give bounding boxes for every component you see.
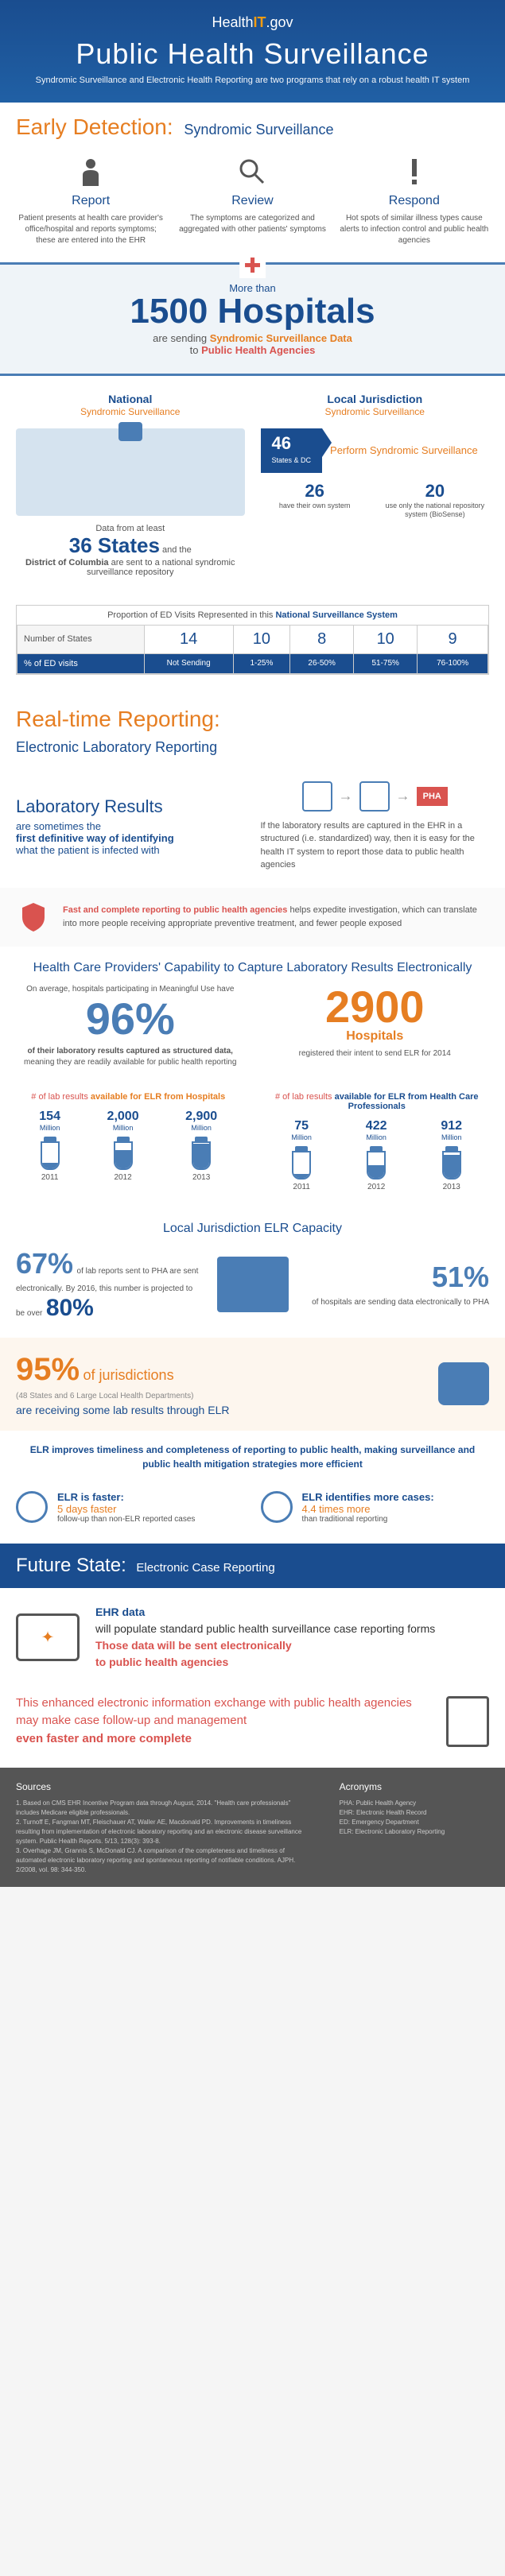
vial-item: 2,000Million2012 (107, 1110, 139, 1182)
future-ehr-row: EHR datawill populate standard public he… (0, 1588, 505, 1687)
document-icon (359, 781, 390, 812)
vial-item: 422Million2012 (366, 1119, 387, 1191)
page-title: Public Health Surveillance (12, 37, 493, 71)
page-subtitle: Syndromic Surveillance and Electronic He… (12, 76, 493, 85)
tablet-icon (16, 1613, 80, 1661)
elr-comparison: ELR is faster:5 days fasterfollow-up tha… (0, 1483, 505, 1544)
clipboard-icon (446, 1696, 489, 1747)
elr-improve-text: ELR improves timeliness and completeness… (0, 1431, 505, 1483)
realtime-title: Real-time Reporting:Electronic Laborator… (0, 695, 505, 765)
vial-item: 154Million2011 (39, 1110, 60, 1182)
ed-visits-table: Proportion of ED Visits Represented in t… (16, 605, 489, 675)
jurisdictions-stat: 95% of jurisdictions (48 States and 6 La… (0, 1338, 505, 1431)
surveillance-split: NationalSyndromic Surveillance Data from… (0, 376, 505, 593)
pha-tag: PHA (417, 787, 448, 807)
early-steps: Report Patient presents at health care p… (0, 148, 505, 262)
magnifier-plus-icon (261, 1491, 293, 1523)
step-respond: Respond Hot spots of similar illness typ… (340, 156, 489, 246)
capability-title: Health Care Providers' Capability to Cap… (0, 947, 505, 985)
stopwatch-icon (16, 1491, 48, 1523)
microscope-icon (302, 781, 332, 812)
lj-capacity-stats: 67% of lab reports sent to PHA are sent … (0, 1247, 505, 1338)
hospital-icon (217, 1257, 289, 1312)
logo: HealthIT.gov (12, 14, 493, 31)
lab-results-section: Laboratory Results are sometimes thefirs… (0, 765, 505, 888)
header: HealthIT.gov Public Health Surveillance … (0, 0, 505, 103)
magnifier-icon (236, 156, 268, 188)
vial-item: 2,900Million2013 (185, 1110, 217, 1182)
cloud-upload-icon (438, 1362, 489, 1405)
capability-stats: On average, hospitals participating in M… (0, 985, 505, 1084)
vials-chart: # of lab results available for ELR from … (0, 1084, 505, 1207)
person-icon (75, 156, 107, 188)
shield-icon (16, 900, 51, 935)
states-flag: 46 States & DC (261, 428, 323, 473)
early-title: Early Detection: Syndromic Surveillance (0, 103, 505, 148)
cross-icon: ✚ (239, 254, 266, 278)
usa-map-icon (16, 428, 245, 516)
sources-footer: Sources 1. Based on CMS EHR Incentive Pr… (0, 1768, 505, 1887)
lj-capacity-title: Local Jurisdiction ELR Capacity (0, 1207, 505, 1247)
hospitals-banner: ✚ More than 1500 Hospitals are sending S… (0, 262, 505, 376)
step-report: Report Patient presents at health care p… (16, 156, 165, 246)
national-col: NationalSyndromic Surveillance Data from… (16, 392, 245, 577)
future-header: Future State: Electronic Case Reporting (0, 1544, 505, 1588)
future-exchange-row: This enhanced electronic information exc… (0, 1687, 505, 1768)
fast-reporting-callout: Fast and complete reporting to public he… (0, 888, 505, 947)
vial-item: 912Million2013 (441, 1119, 462, 1191)
local-col: Local JurisdictionSyndromic Surveillance… (261, 392, 490, 577)
vial-item: 75Million2011 (291, 1119, 312, 1191)
alert-icon (398, 156, 430, 188)
step-review: Review The symptoms are categorized and … (177, 156, 327, 246)
